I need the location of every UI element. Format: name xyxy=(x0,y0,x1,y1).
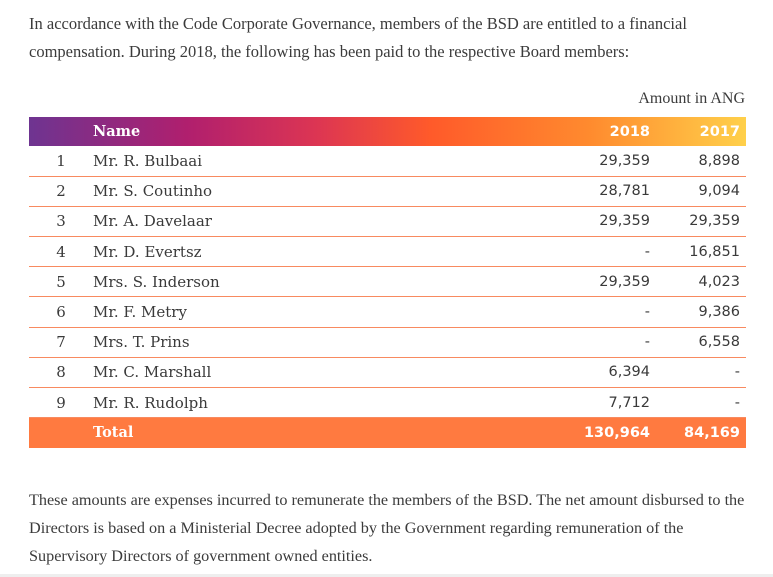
intro-paragraph: In accordance with the Code Corporate Go… xyxy=(29,14,687,61)
row-2017: - xyxy=(734,364,740,381)
table-row: 7 Mrs. T. Prins - 6,558 xyxy=(29,327,746,358)
row-number: 1 xyxy=(56,151,66,170)
row-2017: 9,386 xyxy=(698,304,740,321)
header-name: Name xyxy=(93,123,141,140)
row-2018: 6,394 xyxy=(608,364,650,381)
row-2017: 16,851 xyxy=(689,243,740,260)
row-2017: 9,094 xyxy=(698,183,740,200)
row-number: 9 xyxy=(56,393,66,412)
row-number: 3 xyxy=(56,212,66,231)
row-number: 8 xyxy=(56,363,66,382)
compensation-table: Name 2018 2017 1 Mr. R. Bulbaai 29,359 8,89… xyxy=(29,117,746,448)
row-2017: - xyxy=(734,394,740,411)
total-row: Total 130,964 84,169 xyxy=(29,417,746,448)
total-label: Total xyxy=(93,424,134,442)
total-spacer xyxy=(29,418,93,448)
header-2018: 2018 xyxy=(609,123,650,140)
unit-label: Amount in ANG xyxy=(638,90,745,107)
header-number xyxy=(29,117,93,146)
row-2018: - xyxy=(644,304,650,321)
row-name: Mr. R. Bulbaai xyxy=(93,151,203,170)
row-2017: 8,898 xyxy=(698,152,740,169)
row-2018: - xyxy=(644,243,650,260)
row-number: 6 xyxy=(56,303,66,322)
outro-paragraph: These amounts are expenses incurred to r… xyxy=(29,491,745,565)
table-row: 9 Mr. R. Rudolph 7,712 - xyxy=(29,388,746,418)
total-2018: 130,964 xyxy=(583,424,650,441)
total-2017: 84,169 xyxy=(684,424,740,441)
row-name: Mr. R. Rudolph xyxy=(93,393,208,412)
row-2018: 29,359 xyxy=(599,273,650,290)
row-2018: 29,359 xyxy=(599,152,650,169)
table-row: 5 Mrs. S. Inderson 29,359 4,023 xyxy=(29,267,746,297)
table-row: 4 Mr. D. Evertsz - 16,851 xyxy=(29,237,746,267)
table-row: 8 Mr. C. Marshall 6,394 - xyxy=(29,357,746,388)
row-2017: 6,558 xyxy=(698,334,740,351)
row-2018: 28,781 xyxy=(599,183,650,200)
row-name: Mr. F. Metry xyxy=(93,303,187,322)
table-row: 3 Mr. A. Davelaar 29,359 29,359 xyxy=(29,206,746,237)
row-number: 5 xyxy=(56,272,66,291)
table-row: 6 Mr. F. Metry - 9,386 xyxy=(29,297,746,328)
row-2017: 29,359 xyxy=(689,213,740,230)
bottom-divider xyxy=(0,574,773,577)
row-name: Mrs. S. Inderson xyxy=(93,272,220,291)
row-2018: - xyxy=(644,334,650,351)
header-2017: 2017 xyxy=(699,123,740,140)
row-number: 4 xyxy=(56,242,66,261)
table-header-row: Name 2018 2017 xyxy=(29,117,746,146)
row-name: Mr. D. Evertsz xyxy=(93,242,202,261)
row-number: 2 xyxy=(56,182,66,201)
row-name: Mr. C. Marshall xyxy=(93,363,212,382)
row-2018: 7,712 xyxy=(608,394,650,411)
row-name: Mr. S. Coutinho xyxy=(93,182,213,201)
table-row: 1 Mr. R. Bulbaai 29,359 8,898 xyxy=(29,146,746,177)
row-number: 7 xyxy=(56,333,66,352)
row-name: Mrs. T. Prins xyxy=(93,333,190,352)
row-2017: 4,023 xyxy=(698,273,740,290)
row-name: Mr. A. Davelaar xyxy=(93,212,212,231)
table-row: 2 Mr. S. Coutinho 28,781 9,094 xyxy=(29,176,746,207)
row-2018: 29,359 xyxy=(599,213,650,230)
